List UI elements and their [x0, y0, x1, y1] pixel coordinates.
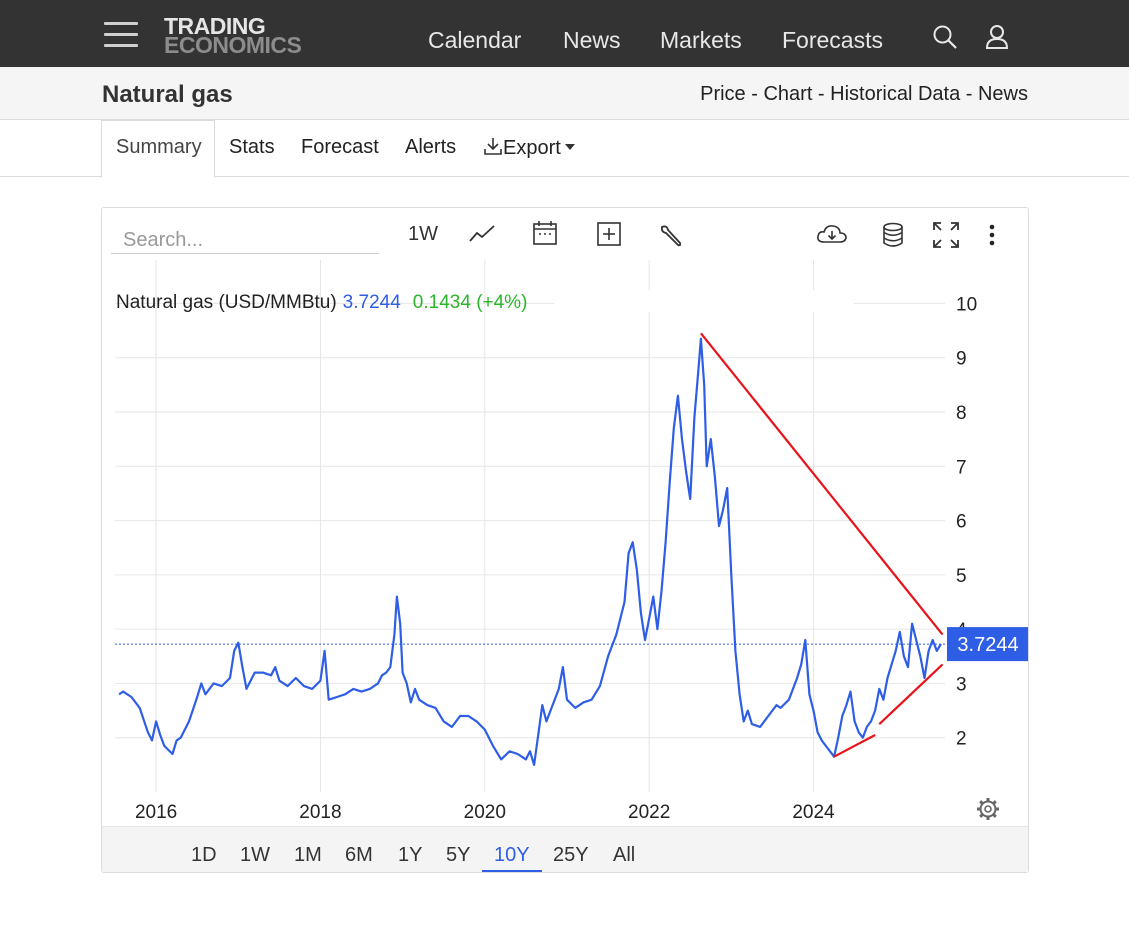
- chart-search-input[interactable]: [111, 228, 379, 254]
- database-icon[interactable]: [882, 222, 904, 248]
- chart-settings-gear-icon[interactable]: [977, 798, 999, 820]
- legend-change: 0.1434 (+4%): [413, 292, 528, 313]
- active-range-underline: [482, 870, 542, 872]
- range-6m[interactable]: 6M: [345, 844, 373, 866]
- nav-news[interactable]: News: [563, 27, 621, 53]
- nav-forecasts[interactable]: Forecasts: [782, 27, 883, 53]
- logo-line1: TRADING: [164, 13, 266, 39]
- crumb-chart[interactable]: Chart: [763, 83, 813, 105]
- range-1w[interactable]: 1W: [240, 844, 270, 866]
- crumb-separator: -: [960, 83, 978, 105]
- y-tick-label: 6: [956, 512, 967, 533]
- natural-gas-series-line[interactable]: [118, 337, 942, 766]
- chart-legend: Natural gas (USD/MMBtu) 3.7244 0.1434 (+4%…: [116, 292, 527, 313]
- trading-economics-logo[interactable]: TRADING ECONOMICS: [164, 13, 302, 58]
- crumb-separator: -: [745, 83, 764, 105]
- trendline: [700, 332, 944, 636]
- y-axis-labels: 2345678910: [956, 294, 977, 749]
- y-tick-label: 3: [956, 674, 967, 695]
- wrench-icon[interactable]: [658, 223, 684, 249]
- download-icon: [484, 138, 502, 155]
- y-tick-label: 2: [956, 729, 967, 750]
- crumb-historical-data[interactable]: Historical Data: [830, 83, 961, 105]
- chart-grid: [115, 260, 945, 792]
- breadcrumb: Price - Chart - Historical Data - News: [700, 83, 1028, 106]
- crumb-news[interactable]: News: [977, 83, 1028, 105]
- tab-alerts[interactable]: Alerts: [405, 136, 457, 158]
- caret-down-icon: [564, 144, 575, 150]
- x-tick-label: 2020: [464, 802, 506, 823]
- y-tick-label: 9: [956, 349, 967, 370]
- range-all[interactable]: All: [613, 844, 636, 866]
- trendline: [833, 734, 876, 758]
- x-tick-label: 2022: [628, 802, 670, 823]
- range-1m[interactable]: 1M: [294, 844, 322, 866]
- range-5y[interactable]: 5Y: [446, 844, 471, 866]
- y-tick-label: 10: [956, 294, 977, 315]
- title-bar: Natural gas Price - Chart - Historical D…: [0, 67, 1129, 120]
- x-tick-label: 2016: [135, 802, 177, 823]
- fullscreen-icon[interactable]: [932, 221, 960, 249]
- cloud-download-icon[interactable]: [816, 223, 848, 245]
- y-tick-label: 8: [956, 403, 967, 424]
- y-tick-label: 7: [956, 457, 967, 478]
- tab-forecast[interactable]: Forecast: [301, 136, 379, 158]
- top-navigation: TRADING ECONOMICS Calendar News Markets …: [0, 0, 1129, 67]
- nav-calendar[interactable]: Calendar: [428, 27, 522, 53]
- legend-series-name: Natural gas (USD/MMBtu): [116, 292, 337, 313]
- range-1d[interactable]: 1D: [191, 844, 217, 866]
- tab-active-frame: [101, 120, 215, 178]
- page-title: Natural gas: [102, 81, 233, 108]
- logo-line2: ECONOMICS: [164, 32, 302, 58]
- tab-summary[interactable]: Summary: [116, 136, 202, 158]
- x-axis-labels: 2016 2018 2020 2022 2024: [135, 802, 835, 823]
- trendline: [878, 663, 944, 725]
- price-tag-box: [947, 627, 1028, 662]
- range-1y[interactable]: 1Y: [398, 844, 423, 866]
- tab-stats[interactable]: Stats: [229, 136, 275, 158]
- nav-markets[interactable]: Markets: [660, 27, 742, 53]
- tab-export-label: Export: [503, 137, 561, 159]
- add-indicator-icon[interactable]: [596, 221, 622, 247]
- interval-selector[interactable]: 1W: [408, 223, 438, 245]
- range-selector-bar: 1D 1W 1M 6M 1Y 5Y 10Y 25Y All: [102, 826, 1028, 872]
- crumb-separator: -: [812, 83, 831, 105]
- search-icon[interactable]: [932, 24, 958, 50]
- x-tick-label: 2024: [792, 802, 835, 823]
- legend-background: [554, 290, 854, 312]
- trendlines: [700, 332, 944, 758]
- crumb-price[interactable]: Price: [700, 83, 746, 105]
- section-tabs: Summary Stats Forecast Alerts Export: [0, 120, 1129, 178]
- range-25y[interactable]: 25Y: [553, 844, 589, 866]
- price-tag-label: 3.7244: [957, 634, 1018, 656]
- user-icon[interactable]: [985, 24, 1009, 50]
- more-options-icon[interactable]: [988, 223, 996, 247]
- legend-value: 3.7244: [343, 292, 402, 313]
- y-tick-label: 5: [956, 566, 967, 587]
- range-10y[interactable]: 10Y: [494, 844, 530, 866]
- tab-export[interactable]: Export: [483, 136, 576, 160]
- line-chart-icon[interactable]: [468, 223, 496, 245]
- x-tick-label: 2018: [299, 802, 341, 823]
- calendar-icon[interactable]: [532, 220, 558, 246]
- menu-icon[interactable]: [104, 22, 138, 48]
